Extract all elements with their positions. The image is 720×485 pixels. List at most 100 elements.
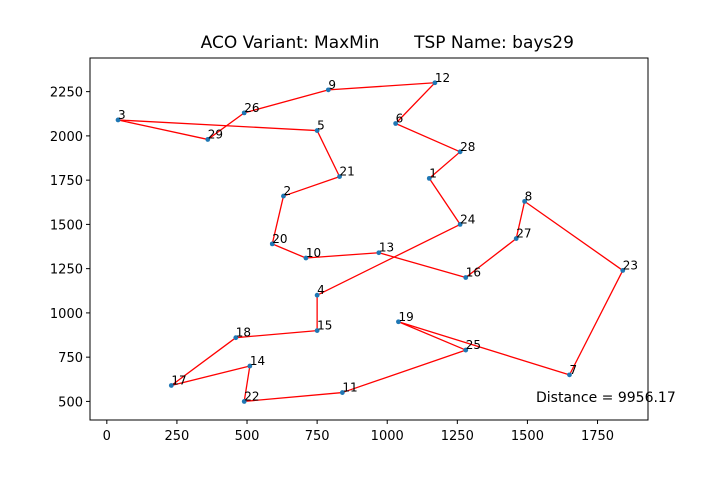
city-label-4: 4 xyxy=(317,283,325,297)
y-tick-label-1750: 1750 xyxy=(50,174,83,189)
city-label-11: 11 xyxy=(342,381,357,395)
city-labels: 1234567891011121314151617181920212223242… xyxy=(118,71,638,404)
city-label-25: 25 xyxy=(466,338,481,352)
city-node-27 xyxy=(513,236,519,241)
city-node-10 xyxy=(303,255,309,261)
tour-edge-7-19 xyxy=(398,321,570,376)
city-node-9 xyxy=(325,87,331,93)
city-label-5: 5 xyxy=(317,119,325,133)
tour-edge-21-2 xyxy=(283,175,340,197)
y-tick-label-750: 750 xyxy=(58,351,83,366)
city-node-18 xyxy=(233,335,239,341)
city-node-20 xyxy=(269,241,275,247)
city-node-14 xyxy=(247,363,253,369)
city-node-1 xyxy=(426,175,432,181)
city-node-7 xyxy=(567,372,572,378)
y-tick-label-2000: 2000 xyxy=(50,130,83,145)
y-tick-label-1500: 1500 xyxy=(50,218,83,233)
city-node-4 xyxy=(314,292,320,298)
tour-edge-23-7 xyxy=(568,270,624,376)
x-tick-label-1000: 1000 xyxy=(371,429,404,444)
city-label-13: 13 xyxy=(379,241,394,255)
x-tick-label-1250: 1250 xyxy=(441,429,474,444)
tour-edge-22-14 xyxy=(243,365,251,402)
city-node-19 xyxy=(396,319,401,325)
city-label-19: 19 xyxy=(398,310,413,324)
tour-edge-19-25 xyxy=(398,321,466,351)
x-axis-ticks: 0 250 500 750 1000 1250 1500 1750 xyxy=(103,420,614,444)
tour-edge-20-10 xyxy=(272,243,307,259)
city-label-23: 23 xyxy=(623,258,638,272)
tour-edge-8-23 xyxy=(524,200,624,271)
tour-edge-29-3 xyxy=(117,119,208,141)
tour-edge-27-8 xyxy=(515,201,526,239)
city-label-29: 29 xyxy=(208,127,223,141)
city-node-22 xyxy=(241,399,247,404)
x-tick-label-500: 500 xyxy=(235,429,260,444)
y-tick-label-2250: 2250 xyxy=(50,86,83,101)
tour-edge-14-17 xyxy=(171,365,250,387)
city-node-16 xyxy=(463,275,469,280)
tour-edge-1-28 xyxy=(428,151,461,179)
city-node-3 xyxy=(115,117,121,123)
city-label-18: 18 xyxy=(236,326,251,340)
chart-title: ACO Variant: MaxMin TSP Name: bays29 xyxy=(201,33,574,53)
tour-edge-9-26 xyxy=(244,89,329,114)
city-label-27: 27 xyxy=(516,227,531,241)
tour-edge-12-9 xyxy=(328,82,435,91)
x-tick-label-1750: 1750 xyxy=(581,429,614,444)
tour-edge-4-24 xyxy=(316,223,461,296)
tour-edge-2-20 xyxy=(271,195,285,245)
city-label-16: 16 xyxy=(466,266,481,280)
tour-edge-16-27 xyxy=(465,238,517,279)
y-tick-label-500: 500 xyxy=(58,395,83,410)
tour-edge-17-18 xyxy=(170,337,237,387)
city-label-24: 24 xyxy=(460,212,475,226)
tour-edge-10-13 xyxy=(305,252,379,259)
city-label-12: 12 xyxy=(435,71,450,85)
city-label-9: 9 xyxy=(328,78,336,92)
tour-edge-6-12 xyxy=(395,82,436,124)
tour-edge-24-1 xyxy=(428,178,461,225)
city-nodes xyxy=(115,80,626,404)
city-node-26 xyxy=(241,110,247,116)
x-tick-label-750: 750 xyxy=(305,429,330,444)
city-node-5 xyxy=(314,128,320,133)
city-label-17: 17 xyxy=(171,373,186,387)
city-label-7: 7 xyxy=(569,363,577,377)
x-tick-label-250: 250 xyxy=(165,429,190,444)
city-node-6 xyxy=(393,121,399,126)
city-label-21: 21 xyxy=(340,165,355,179)
distance-annotation: Distance = 9956.17 xyxy=(536,390,676,406)
city-label-26: 26 xyxy=(244,101,259,115)
tour-edges xyxy=(117,82,624,403)
city-node-2 xyxy=(281,193,286,199)
city-label-1: 1 xyxy=(429,166,437,180)
city-label-8: 8 xyxy=(525,189,533,203)
city-label-3: 3 xyxy=(118,108,126,122)
city-label-28: 28 xyxy=(460,140,475,154)
title-tsp-name: TSP Name: bays29 xyxy=(413,33,574,53)
city-node-15 xyxy=(314,328,320,334)
city-node-8 xyxy=(522,198,528,204)
city-node-13 xyxy=(376,250,382,256)
city-label-6: 6 xyxy=(396,111,404,125)
tour-edge-11-22 xyxy=(244,391,343,403)
title-aco-variant: ACO Variant: MaxMin xyxy=(201,33,380,53)
tour-edge-13-16 xyxy=(378,252,466,279)
y-tick-label-1250: 1250 xyxy=(50,263,83,278)
y-tick-label-1000: 1000 xyxy=(50,307,83,322)
y-axis-ticks: 500 750 1000 1250 1500 1750 2000 2250 xyxy=(50,86,90,410)
city-label-15: 15 xyxy=(317,319,332,333)
city-node-21 xyxy=(337,174,342,180)
tour-edge-28-6 xyxy=(395,122,461,153)
city-label-20: 20 xyxy=(272,232,287,246)
city-label-10: 10 xyxy=(306,246,321,260)
tour-edge-3-5 xyxy=(118,119,318,132)
tour-edge-25-11 xyxy=(342,349,466,394)
x-tick-label-1500: 1500 xyxy=(511,429,544,444)
city-node-29 xyxy=(205,137,211,142)
city-node-12 xyxy=(432,80,438,86)
